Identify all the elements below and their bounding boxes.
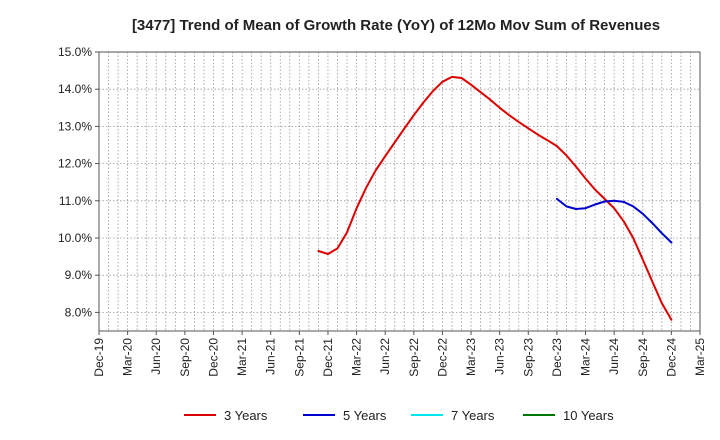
x-tick-label: Mar-24 [579,338,593,376]
legend-label: 3 Years [224,408,268,423]
series-line-5-years [555,197,673,244]
x-tick-label: Dec-22 [435,338,449,377]
plot-frame [98,51,701,332]
x-tick-label: Dec-24 [664,338,678,377]
legend: 3 Years 5 Years 7 Years 10 Years [184,408,614,423]
x-tick-label: Jun-23 [493,338,507,375]
series-line-3-years [317,75,673,321]
x-tick-label: Dec-23 [550,338,564,377]
x-tick-label: Jun-22 [378,338,392,375]
y-tick-label: 12.0% [58,157,92,171]
x-tick-label: Mar-25 [693,338,707,376]
x-tick-label: Jun-20 [149,338,163,375]
x-tick-label: Sep-22 [407,338,421,377]
y-axis-ticks: 8.0% 9.0% 10.0% 11.0% 12.0% 13.0% 14.0% 15.0% [58,45,99,319]
x-tick-label: Jun-21 [264,338,278,375]
x-tick-label: Sep-20 [178,338,192,377]
x-tick-label: Sep-21 [292,338,306,377]
x-tick-label: Mar-21 [235,338,249,376]
grid-lines [99,51,700,331]
legend-label: 7 Years [451,408,495,423]
y-tick-label: 11.0% [59,194,92,208]
y-tick-label: 15.0% [58,45,92,59]
x-tick-label: Dec-20 [206,338,220,377]
x-tick-label: Dec-21 [321,338,335,377]
x-tick-label: Mar-23 [464,338,478,376]
x-tick-label: Dec-19 [92,338,106,377]
x-tick-label: Jun-24 [607,338,621,375]
chart-title: [3477] Trend of Mean of Growth Rate (YoY… [132,17,660,34]
x-tick-label: Mar-20 [121,338,135,376]
x-tick-label: Sep-24 [636,338,650,377]
series-lines [317,75,673,321]
x-tick-label: Mar-22 [350,338,364,376]
x-axis-ticks: Dec-19 Mar-20 Jun-20 Sep-20 Dec-20 Mar-21 Jun-… [92,331,707,377]
legend-label: 10 Years [563,408,614,423]
y-tick-label: 10.0% [58,231,92,245]
y-tick-label: 14.0% [58,82,92,96]
legend-label: 5 Years [343,408,387,423]
y-tick-label: 8.0% [65,305,93,319]
y-tick-label: 9.0% [65,268,93,282]
x-tick-label: Sep-23 [521,338,535,377]
y-tick-label: 13.0% [58,119,92,133]
